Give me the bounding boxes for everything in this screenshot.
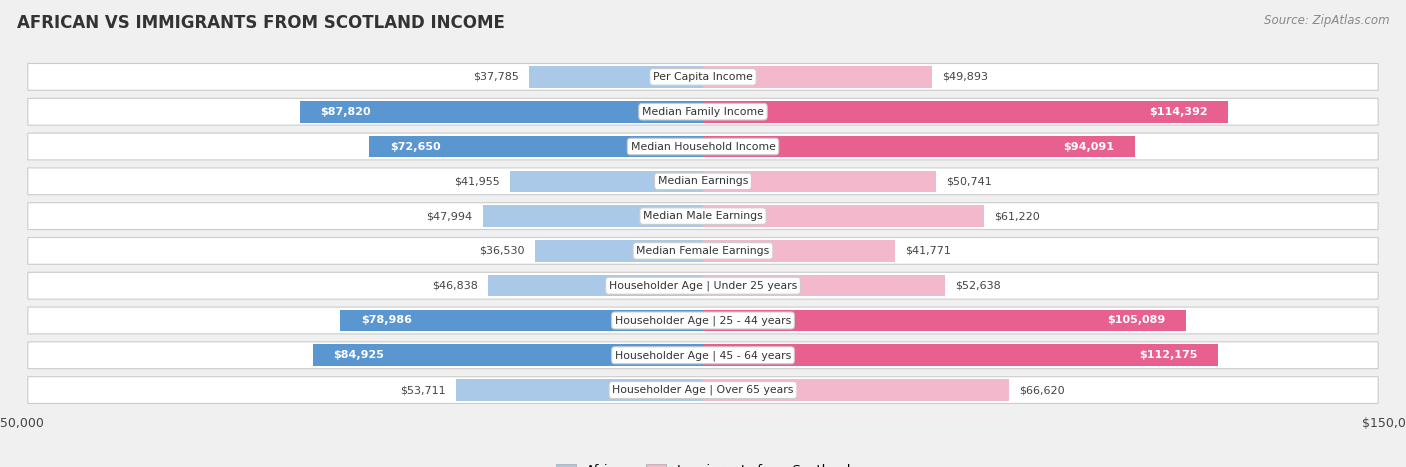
Text: $50,741: $50,741 bbox=[946, 177, 993, 186]
Text: $41,955: $41,955 bbox=[454, 177, 501, 186]
Bar bbox=[703, 240, 894, 262]
Text: Householder Age | Under 25 years: Householder Age | Under 25 years bbox=[609, 281, 797, 291]
FancyBboxPatch shape bbox=[28, 64, 1378, 90]
Text: $53,711: $53,711 bbox=[401, 385, 446, 395]
Bar bbox=[530, 66, 703, 88]
Text: $49,893: $49,893 bbox=[942, 72, 988, 82]
Text: $61,220: $61,220 bbox=[994, 211, 1040, 221]
Text: Median Earnings: Median Earnings bbox=[658, 177, 748, 186]
FancyBboxPatch shape bbox=[28, 272, 1378, 299]
FancyBboxPatch shape bbox=[28, 342, 1378, 368]
Text: $87,820: $87,820 bbox=[321, 107, 371, 117]
Text: Median Female Earnings: Median Female Earnings bbox=[637, 246, 769, 256]
Text: $94,091: $94,091 bbox=[1063, 142, 1115, 151]
Text: $78,986: $78,986 bbox=[361, 316, 412, 325]
Bar bbox=[488, 275, 703, 297]
Text: $36,530: $36,530 bbox=[479, 246, 524, 256]
Text: Householder Age | 25 - 44 years: Householder Age | 25 - 44 years bbox=[614, 315, 792, 326]
Bar bbox=[314, 345, 703, 366]
Bar bbox=[703, 310, 1185, 331]
Bar bbox=[703, 136, 1135, 157]
Text: Median Household Income: Median Household Income bbox=[630, 142, 776, 151]
Text: $114,392: $114,392 bbox=[1149, 107, 1208, 117]
Text: $72,650: $72,650 bbox=[389, 142, 440, 151]
FancyBboxPatch shape bbox=[28, 307, 1378, 334]
Bar bbox=[703, 101, 1229, 122]
Text: Householder Age | 45 - 64 years: Householder Age | 45 - 64 years bbox=[614, 350, 792, 361]
Text: $66,620: $66,620 bbox=[1019, 385, 1064, 395]
Text: AFRICAN VS IMMIGRANTS FROM SCOTLAND INCOME: AFRICAN VS IMMIGRANTS FROM SCOTLAND INCO… bbox=[17, 14, 505, 32]
FancyBboxPatch shape bbox=[28, 377, 1378, 403]
Text: Median Male Earnings: Median Male Earnings bbox=[643, 211, 763, 221]
Bar bbox=[340, 310, 703, 331]
FancyBboxPatch shape bbox=[28, 238, 1378, 264]
Text: Median Family Income: Median Family Income bbox=[643, 107, 763, 117]
Bar bbox=[703, 170, 936, 192]
Text: Householder Age | Over 65 years: Householder Age | Over 65 years bbox=[612, 385, 794, 396]
Bar bbox=[536, 240, 703, 262]
Bar bbox=[703, 379, 1010, 401]
FancyBboxPatch shape bbox=[28, 168, 1378, 195]
Text: $47,994: $47,994 bbox=[426, 211, 472, 221]
Text: $46,838: $46,838 bbox=[432, 281, 478, 290]
FancyBboxPatch shape bbox=[28, 99, 1378, 125]
Text: $41,771: $41,771 bbox=[905, 246, 950, 256]
Text: $52,638: $52,638 bbox=[955, 281, 1001, 290]
Bar bbox=[510, 170, 703, 192]
Bar bbox=[703, 66, 932, 88]
FancyBboxPatch shape bbox=[28, 133, 1378, 160]
Bar bbox=[370, 136, 703, 157]
Bar bbox=[299, 101, 703, 122]
Text: $37,785: $37,785 bbox=[474, 72, 519, 82]
Text: $112,175: $112,175 bbox=[1139, 350, 1198, 360]
Bar bbox=[703, 205, 984, 227]
Text: Per Capita Income: Per Capita Income bbox=[652, 72, 754, 82]
Bar bbox=[457, 379, 703, 401]
Text: Source: ZipAtlas.com: Source: ZipAtlas.com bbox=[1264, 14, 1389, 27]
Legend: African, Immigrants from Scotland: African, Immigrants from Scotland bbox=[551, 459, 855, 467]
Bar bbox=[482, 205, 703, 227]
Text: $105,089: $105,089 bbox=[1107, 316, 1166, 325]
Text: $84,925: $84,925 bbox=[333, 350, 384, 360]
Bar bbox=[703, 275, 945, 297]
FancyBboxPatch shape bbox=[28, 203, 1378, 229]
Bar bbox=[703, 345, 1218, 366]
